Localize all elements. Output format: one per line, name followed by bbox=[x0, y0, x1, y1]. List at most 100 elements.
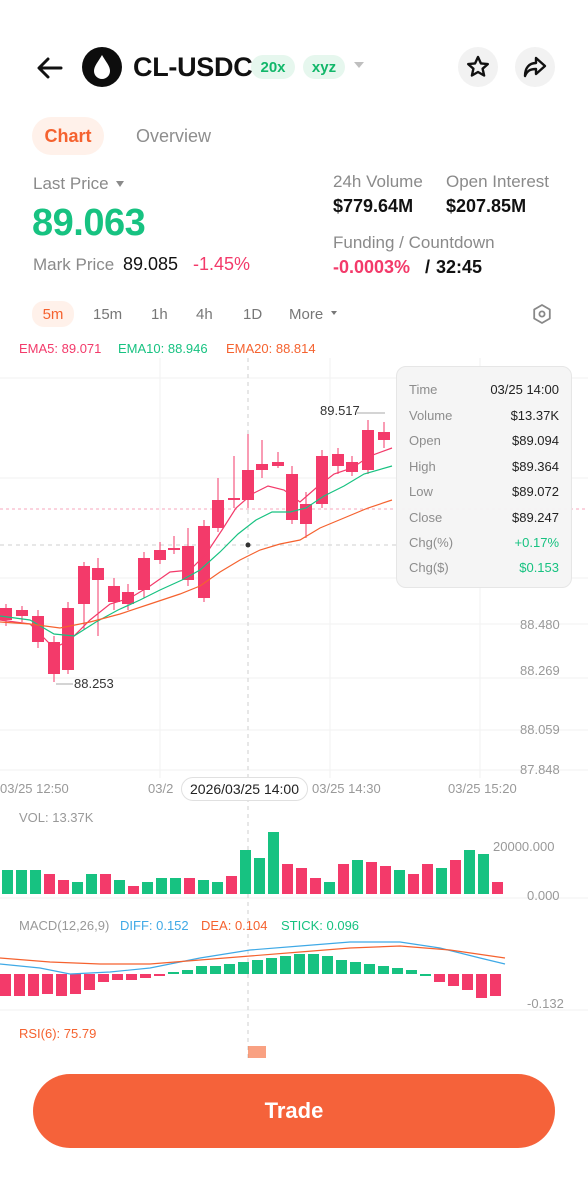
tooltip-value: $89.247 bbox=[512, 509, 559, 525]
volume-bar bbox=[422, 864, 433, 894]
candle-body bbox=[212, 500, 224, 528]
tooltip-key: Volume bbox=[409, 407, 453, 423]
macd-bar bbox=[70, 974, 81, 994]
volume-bar bbox=[394, 870, 405, 894]
funding-countdown: 32:45 bbox=[436, 257, 483, 277]
tab-overview[interactable]: Overview bbox=[136, 126, 212, 146]
candle-body bbox=[316, 456, 328, 504]
low-price-label: 88.253 bbox=[74, 676, 114, 691]
volume-indicator-label: VOL: 13.37K bbox=[19, 810, 94, 825]
candle-body bbox=[0, 608, 12, 620]
volume-bar bbox=[492, 882, 503, 894]
interval-15m[interactable]: 15m bbox=[93, 305, 123, 323]
macd-bar bbox=[434, 974, 445, 982]
candle-body bbox=[16, 610, 28, 616]
volume-value: $779.64M bbox=[333, 196, 414, 216]
macd-bar bbox=[420, 974, 431, 976]
candle-body bbox=[346, 462, 358, 472]
candle-body bbox=[62, 608, 74, 670]
candle-body bbox=[242, 470, 254, 500]
vol-tick-zero: 0.000 bbox=[527, 888, 560, 903]
macd-bar bbox=[154, 974, 165, 976]
volume-bar bbox=[44, 874, 55, 894]
kline-chart[interactable] bbox=[0, 358, 588, 1058]
candle-body bbox=[78, 566, 90, 604]
macd-bar bbox=[406, 970, 417, 974]
settings-icon bbox=[533, 304, 551, 324]
price-change: -1.45% bbox=[193, 254, 251, 274]
macd-diff-line bbox=[0, 941, 506, 975]
volume-bar bbox=[324, 882, 335, 894]
tooltip-row: High $89.364 bbox=[409, 456, 559, 476]
volume-bar bbox=[170, 878, 181, 894]
candle-body bbox=[198, 526, 210, 598]
candle-body bbox=[362, 430, 374, 470]
tooltip-row: Chg($) $0.153 bbox=[409, 557, 559, 577]
candle-body bbox=[228, 498, 240, 500]
macd-bar bbox=[98, 974, 109, 982]
candle-body bbox=[92, 568, 104, 580]
tooltip-key: Chg($) bbox=[409, 559, 449, 575]
rsi-label: RSI(6): 75.79 bbox=[19, 1026, 97, 1041]
candle-body bbox=[48, 642, 60, 674]
macd-bar bbox=[462, 974, 473, 990]
macd-bar bbox=[294, 954, 305, 974]
volume-bar bbox=[86, 874, 97, 894]
trade-button[interactable]: Trade bbox=[33, 1074, 555, 1148]
volume-bar bbox=[478, 854, 489, 894]
ema5-line bbox=[0, 447, 393, 649]
oil-drop-icon bbox=[94, 55, 110, 79]
tooltip-value: $89.094 bbox=[512, 432, 559, 448]
tooltip-value: $0.153 bbox=[519, 559, 559, 575]
interval-1d[interactable]: 1D bbox=[243, 305, 263, 323]
chart-settings-button[interactable] bbox=[530, 302, 554, 326]
open-interest-label: Open Interest bbox=[446, 172, 550, 191]
macd-bar bbox=[364, 964, 375, 974]
ema10-label: EMA10: 88.946 bbox=[118, 341, 208, 356]
volume-bar bbox=[436, 868, 447, 894]
interval-4h[interactable]: 4h bbox=[196, 305, 213, 323]
volume-bar bbox=[240, 850, 251, 894]
last-price: 89.063 bbox=[32, 202, 146, 244]
volume-bar bbox=[198, 880, 209, 894]
favorite-button[interactable] bbox=[458, 47, 498, 87]
tooltip-key: High bbox=[409, 458, 436, 474]
pair-dropdown-caret-icon[interactable] bbox=[354, 62, 364, 68]
back-button[interactable] bbox=[30, 50, 70, 86]
macd-bar bbox=[336, 960, 347, 974]
share-button[interactable] bbox=[515, 47, 555, 87]
last-price-label[interactable]: Last Price bbox=[33, 174, 109, 193]
volume-bar bbox=[464, 850, 475, 894]
tooltip-row: Low $89.072 bbox=[409, 481, 559, 501]
interval-1h[interactable]: 1h bbox=[151, 305, 168, 323]
macd-bar bbox=[238, 962, 249, 974]
volume-bar bbox=[352, 860, 363, 894]
volume-bar bbox=[450, 860, 461, 894]
macd-bar bbox=[140, 974, 151, 978]
interval-more[interactable]: More bbox=[289, 305, 324, 323]
candle-body bbox=[332, 454, 344, 466]
pair-name[interactable]: CL-USDC bbox=[133, 52, 253, 82]
macd-bar bbox=[378, 966, 389, 974]
share-icon bbox=[523, 56, 547, 78]
y-tick-1: 88.480 bbox=[520, 617, 560, 632]
last-price-caret-icon[interactable] bbox=[116, 181, 124, 187]
volume-bar bbox=[366, 862, 377, 894]
macd-dea-line bbox=[0, 945, 506, 965]
volume-label: 24h Volume bbox=[333, 172, 423, 191]
macd-stick-label: STICK: 0.096 bbox=[281, 918, 360, 933]
macd-bar bbox=[84, 974, 95, 990]
open-interest-value: $207.85M bbox=[446, 196, 527, 216]
interval-5m[interactable]: 5m bbox=[32, 301, 74, 327]
candle-body bbox=[32, 616, 44, 642]
volume-bar bbox=[30, 870, 41, 894]
volume-bar bbox=[142, 882, 153, 894]
tab-chart[interactable]: Chart bbox=[32, 117, 104, 155]
volume-bar bbox=[268, 832, 279, 894]
candle-tooltip: Time 03/25 14:00 Volume $13.37K Open $89.09… bbox=[396, 366, 572, 588]
candle-body bbox=[272, 462, 284, 466]
macd-bar bbox=[126, 974, 137, 980]
macd-bar bbox=[0, 974, 11, 996]
tooltip-value: 03/25 14:00 bbox=[490, 381, 559, 397]
volume-bar bbox=[184, 878, 195, 894]
